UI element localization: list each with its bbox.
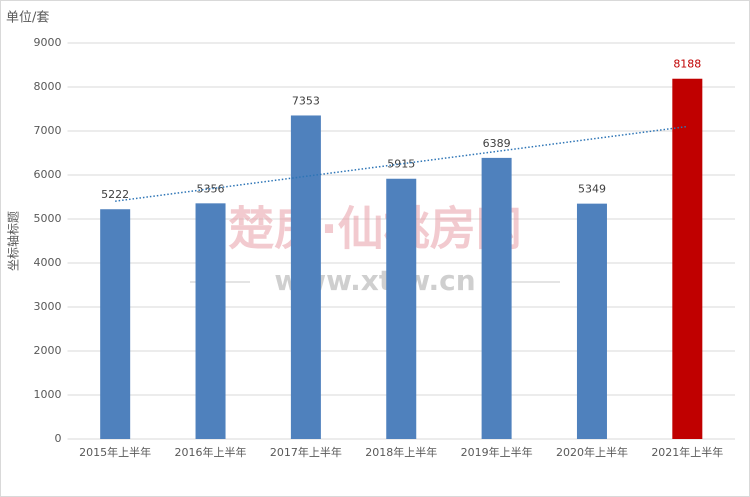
trendline xyxy=(115,125,688,202)
bar xyxy=(290,115,321,439)
y-tick-label: 4000 xyxy=(34,256,62,269)
value-label: 8188 xyxy=(673,58,701,71)
value-label: 6389 xyxy=(483,137,511,150)
value-label: 5356 xyxy=(197,182,225,195)
x-tick-label: 2017年上半年 xyxy=(270,445,342,459)
y-tick-label: 2000 xyxy=(34,344,62,357)
watermark: 楚房·仙桃房网 xyxy=(228,202,521,256)
x-tick-label: 2019年上半年 xyxy=(461,445,533,459)
y-tick-label: 6000 xyxy=(34,168,62,181)
y-tick-label: 8000 xyxy=(34,80,62,93)
bar xyxy=(481,157,512,439)
bar xyxy=(386,178,417,440)
x-tick-label: 2021年上半年 xyxy=(651,445,723,459)
x-tick-label: 2018年上半年 xyxy=(365,445,437,459)
y-tick-label: 1000 xyxy=(34,388,62,401)
y-tick-label: 5000 xyxy=(34,212,62,225)
y-tick-label: 0 xyxy=(55,432,62,445)
x-tick-label: 2015年上半年 xyxy=(79,445,151,459)
bar xyxy=(195,203,226,439)
bar xyxy=(576,203,607,439)
value-label: 5349 xyxy=(578,183,606,196)
bar xyxy=(672,78,703,439)
value-label: 5222 xyxy=(101,188,129,201)
unit-label: 单位/套 xyxy=(6,10,49,26)
x-tick-label: 2020年上半年 xyxy=(556,445,628,459)
y-tick-label: 9000 xyxy=(34,36,62,49)
y-tick-label: 3000 xyxy=(34,300,62,313)
value-label: 7353 xyxy=(292,94,320,107)
bar xyxy=(100,209,131,439)
y-tick-label: 7000 xyxy=(34,124,62,137)
y-axis-title: 坐标轴标题 xyxy=(6,211,21,271)
x-tick-label: 2016年上半年 xyxy=(175,445,247,459)
